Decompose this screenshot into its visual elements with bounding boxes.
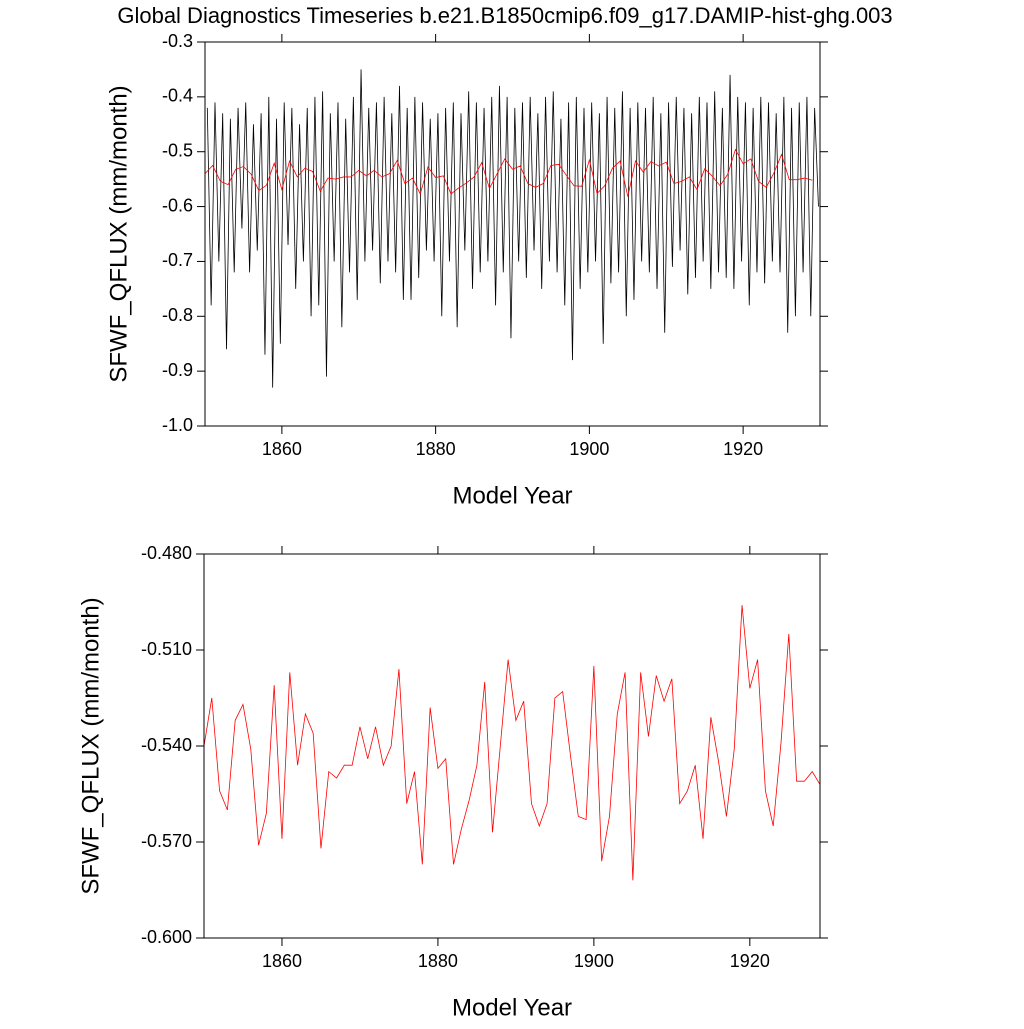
plot-frame [203, 553, 821, 939]
x-tick-label: 1900 [574, 951, 614, 971]
y-tick-label: -0.7 [162, 250, 193, 270]
chart-title: Global Diagnostics Timeseries b.e21.B185… [117, 3, 892, 28]
data-line [206, 69, 819, 388]
y-tick-label: -0.540 [141, 735, 192, 755]
y-tick-label: -0.6 [162, 195, 193, 215]
y-tick-label: -0.570 [141, 831, 192, 851]
x-axis-label: Model Year [452, 994, 572, 1021]
x-tick-label: 1920 [723, 439, 763, 459]
data-line [205, 148, 813, 197]
y-axis-label: SFWF_QFLUX (mm/month) [105, 85, 132, 382]
y-tick-label: -1.0 [162, 415, 193, 435]
x-tick-label: 1860 [262, 951, 302, 971]
plot-frame [204, 41, 821, 427]
x-tick-label: 1880 [416, 439, 456, 459]
y-tick-label: -0.600 [141, 927, 192, 947]
y-tick-label: -0.9 [162, 360, 193, 380]
data-line [204, 605, 820, 881]
x-tick-label: 1880 [418, 951, 458, 971]
y-tick-label: -0.3 [162, 31, 193, 51]
y-tick-label: -0.480 [141, 543, 192, 563]
y-tick-label: -0.8 [162, 305, 193, 325]
x-axis-label: Model Year [452, 482, 572, 509]
y-tick-label: -0.510 [141, 639, 192, 659]
y-axis-label: SFWF_QFLUX (mm/month) [77, 597, 104, 894]
x-tick-label: 1860 [262, 439, 302, 459]
x-tick-label: 1900 [569, 439, 609, 459]
y-tick-label: -0.5 [162, 140, 193, 160]
y-tick-label: -0.4 [162, 86, 193, 106]
x-tick-label: 1920 [730, 951, 770, 971]
